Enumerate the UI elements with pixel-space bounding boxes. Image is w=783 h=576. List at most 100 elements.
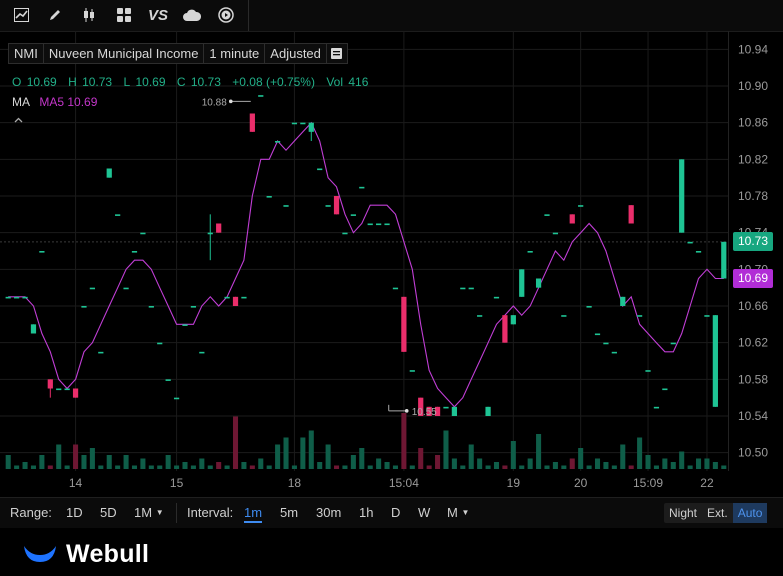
replay-icon[interactable] — [214, 4, 238, 26]
volume-bar — [502, 465, 508, 469]
collapse-chevron-up-icon[interactable] — [14, 115, 23, 126]
grid-icon[interactable] — [112, 4, 136, 26]
range-5d[interactable]: 5D — [100, 505, 117, 520]
interval-w[interactable]: W — [418, 505, 431, 520]
candle-body — [106, 168, 112, 178]
volume-bar — [392, 465, 398, 469]
y-tick-label: 10.54 — [738, 409, 768, 423]
candle-body — [611, 351, 617, 354]
volume-bar — [266, 465, 272, 469]
candle-body — [47, 379, 53, 389]
interval-chip[interactable]: 1 minute — [204, 43, 266, 64]
volume-bar — [190, 465, 196, 469]
ma5-line — [8, 121, 724, 408]
interval-1h[interactable]: 1h — [359, 505, 374, 520]
toggle-auto[interactable]: Auto — [732, 503, 768, 523]
volume-bar — [586, 465, 592, 469]
candle-body — [510, 315, 516, 325]
x-tick-label: 22 — [700, 476, 714, 490]
line-chart-icon[interactable] — [9, 4, 33, 26]
close-value: 10.73 — [190, 75, 221, 89]
change-value: +0.08 (+0.75%) — [232, 75, 315, 89]
candle-body — [131, 251, 138, 253]
interval-1m[interactable]: 1m — [244, 505, 263, 523]
volume-bar — [157, 465, 163, 469]
volume-bar — [115, 465, 121, 469]
candle-body — [477, 315, 483, 317]
candle-body — [266, 196, 272, 198]
candle-body — [283, 205, 289, 207]
candle-body — [14, 296, 20, 299]
candle-body — [636, 315, 643, 317]
candle-body — [216, 223, 222, 233]
candle-body — [232, 296, 239, 306]
candlestick-icon[interactable] — [77, 4, 101, 26]
settings-menu-icon[interactable] — [326, 43, 348, 64]
interval-m[interactable]: M ▼ — [447, 505, 469, 520]
volume-bar — [350, 455, 356, 469]
open-label: O — [12, 75, 22, 89]
candle-body — [317, 168, 323, 171]
range-separator — [176, 503, 177, 523]
volume-bar — [89, 448, 95, 469]
volume-bar — [232, 416, 239, 469]
volume-bar — [611, 465, 617, 469]
compare-vs-icon[interactable]: VS — [146, 4, 170, 26]
footer — [0, 528, 783, 576]
high-marker-dot — [228, 99, 233, 104]
adjust-chip[interactable]: Adjusted — [265, 43, 327, 64]
candle-body — [392, 287, 399, 290]
volume-bar — [73, 444, 79, 469]
y-tick-label: 10.90 — [738, 79, 768, 93]
x-tick-label: 19 — [507, 476, 521, 490]
volume-bar — [249, 465, 255, 469]
cloud-icon[interactable] — [180, 4, 204, 26]
interval-label: Interval: — [187, 505, 234, 520]
volume-bar — [696, 458, 702, 469]
volume-bar — [275, 444, 281, 469]
volume-bar — [241, 462, 247, 469]
pencil-icon[interactable] — [43, 4, 67, 26]
toggle-night[interactable]: Night — [669, 506, 698, 520]
close-label: C — [176, 75, 186, 89]
candle-body — [712, 315, 718, 407]
volume-bar — [477, 458, 483, 469]
candle-body — [308, 122, 314, 132]
volume-bar — [578, 448, 584, 469]
volume-bar — [359, 448, 365, 469]
range-1m[interactable]: 1M ▼ — [134, 505, 164, 520]
volume-bar — [603, 462, 609, 469]
candle-body — [89, 287, 96, 290]
symbol-chip[interactable]: NMI — [8, 43, 44, 64]
low-label: 10.55 — [412, 407, 437, 418]
candle-body — [468, 287, 474, 290]
volume-bar — [662, 458, 668, 469]
range-1d[interactable]: 1D — [66, 505, 83, 520]
candle-body — [72, 388, 79, 398]
volume-bar — [401, 413, 407, 469]
volume-bar — [485, 465, 491, 469]
candle-body — [460, 287, 466, 290]
volume-bar — [536, 434, 542, 469]
y-tick-label: 10.58 — [738, 372, 768, 386]
interval-30m[interactable]: 30m — [316, 505, 342, 520]
company-name-chip[interactable]: Nuveen Municipal Income — [43, 43, 205, 64]
price-chart[interactable]: 10.9410.9010.8610.8210.7810.7410.7010.66… — [0, 31, 783, 497]
candle-body — [628, 205, 634, 224]
range-1m-label: 1M — [134, 505, 153, 520]
interval-d[interactable]: D — [391, 505, 401, 520]
last-price-badge: 10.73 — [733, 231, 773, 251]
candle-body — [721, 241, 727, 279]
candle-body — [173, 397, 180, 400]
candle-body — [22, 296, 28, 299]
y-tick-label: 10.62 — [738, 336, 768, 350]
toggle-ext[interactable]: Ext. — [707, 506, 728, 520]
candles — [5, 95, 727, 416]
candle-body — [670, 342, 676, 345]
interval-5m[interactable]: 5m — [280, 505, 299, 520]
volume-bar — [460, 465, 466, 469]
volume-bar — [5, 455, 11, 469]
candle-body — [359, 186, 365, 189]
volume-label: Vol — [326, 75, 344, 89]
volume-bar — [443, 430, 449, 469]
